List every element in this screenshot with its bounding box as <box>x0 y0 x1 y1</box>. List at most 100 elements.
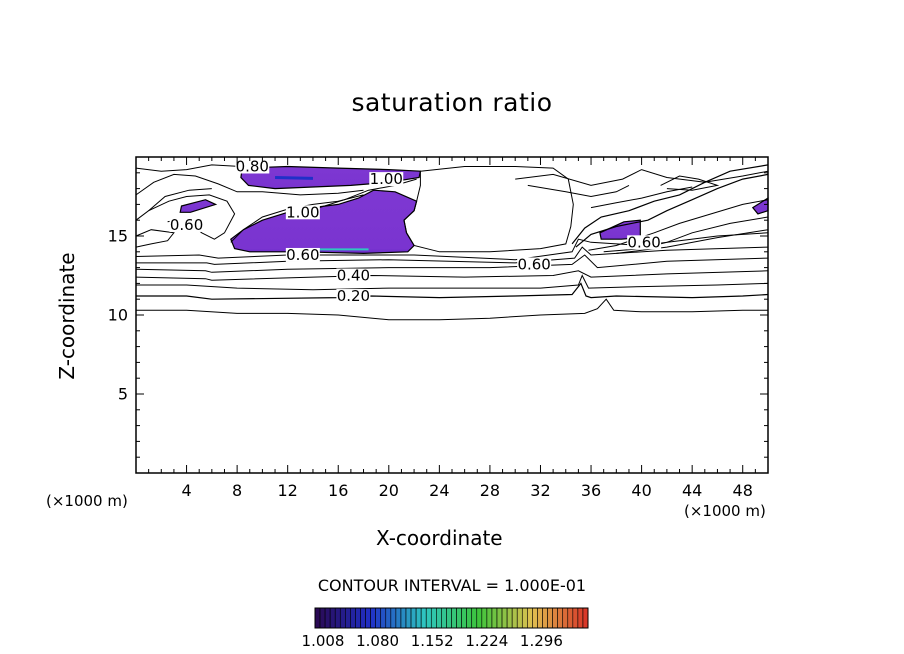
contour-label: 0.60 <box>170 216 203 234</box>
x-axis-label: X-coordinate <box>376 526 503 550</box>
colorbar-tick-label: 1.296 <box>519 632 563 650</box>
colorbar-swatch <box>324 607 331 629</box>
colorbar-swatch <box>314 607 321 629</box>
colorbar-swatch <box>511 607 518 629</box>
colorbar-swatch <box>375 607 382 629</box>
contour-label-bg <box>336 268 371 283</box>
colorbar-tick-label: 1.224 <box>465 632 509 650</box>
colorbar-swatch <box>400 607 407 629</box>
x-tick-label: 44 <box>681 481 703 500</box>
contour-label: 1.00 <box>370 170 403 188</box>
x-tick-label: 8 <box>232 481 243 500</box>
contour-line <box>136 298 768 321</box>
colorbar-swatch <box>466 607 473 629</box>
colorbar-swatch <box>385 607 392 629</box>
contour-label: 0.60 <box>627 233 660 251</box>
colorbar-swatch <box>334 607 341 629</box>
x-tick-label: 40 <box>631 481 652 500</box>
colorbar-swatch <box>370 607 376 629</box>
x-unit-label-left: (×1000 m) <box>46 492 128 510</box>
colorbar-swatch <box>516 607 523 629</box>
contour-label: 1.00 <box>286 203 319 221</box>
contour-label-bg <box>285 205 320 220</box>
colorbar-frame <box>314 607 589 629</box>
contour-line <box>135 270 769 281</box>
colorbar-swatch <box>562 607 569 629</box>
contour-line <box>135 254 769 273</box>
colorbar-swatch <box>547 607 553 629</box>
colorbar-swatch <box>319 607 326 629</box>
colorbar-swatch <box>395 607 402 629</box>
contour-line <box>136 274 769 291</box>
contour-label-bg <box>627 235 662 250</box>
contour-interval-label: CONTOUR INTERVAL = 1.000E-01 <box>317 576 587 595</box>
x-tick-label: 28 <box>479 481 501 500</box>
colorbar-swatch <box>446 607 452 629</box>
contour-line <box>515 169 769 186</box>
colorbar-swatch <box>345 607 351 629</box>
contour-line <box>148 188 212 212</box>
axis-ticks <box>136 157 768 473</box>
colorbar-tick-label: 1.008 <box>301 632 345 650</box>
colorbar-swatch <box>365 607 371 629</box>
x-tick-label: 4 <box>181 481 192 500</box>
colorbar-swatch <box>339 607 346 629</box>
contour-line <box>135 173 364 196</box>
supersaturated-region <box>179 199 218 213</box>
colorbar-swatch <box>380 607 387 629</box>
contour-label-bg <box>285 247 320 262</box>
colorbar-swatch <box>567 607 574 629</box>
colorbar-swatch <box>350 607 356 629</box>
x-tick-label: 16 <box>328 481 349 500</box>
contour-line <box>135 229 175 248</box>
x-tick-label: 12 <box>277 481 298 500</box>
colorbar-swatch <box>430 607 437 629</box>
contour-label-bg <box>336 289 371 304</box>
contour-line <box>575 173 769 248</box>
colorbar-swatch <box>582 607 589 629</box>
contour-label: 0.80 <box>236 157 269 175</box>
contour-label: 0.20 <box>337 287 370 305</box>
colorbar-swatch <box>557 607 564 629</box>
contour-line <box>527 184 630 198</box>
supersaturated-region <box>230 189 418 255</box>
contour-line <box>136 246 769 265</box>
colorbar-swatch <box>537 607 543 629</box>
colorbar-swatch <box>425 607 432 629</box>
x-tick-label: 20 <box>378 481 399 500</box>
contour-label-bg <box>235 159 270 174</box>
colorbar-swatch <box>496 607 503 629</box>
colorbar-swatch <box>486 607 493 629</box>
colorbar-swatch <box>441 607 447 629</box>
colorbar <box>314 607 589 629</box>
colorbar-swatch <box>360 607 366 629</box>
colorbar-swatch <box>491 607 498 629</box>
y-tick-label: 15 <box>107 226 128 246</box>
y-tick-label: 5 <box>117 384 128 404</box>
colorbar-swatch <box>542 607 548 629</box>
colorbar-swatch <box>415 607 422 629</box>
contour-line <box>135 164 241 172</box>
x-tick-label: 36 <box>580 481 602 500</box>
contour-line <box>590 186 693 209</box>
colorbar-tick-label: 1.152 <box>410 632 454 650</box>
contour-label: 0.60 <box>517 255 550 273</box>
contour-labels: 0.20 0.40 0.60 0.60 0.60 0.60 0.80 1.00 1.00 <box>169 157 662 305</box>
colorbar-swatch <box>451 607 457 629</box>
contour-label: 0.60 <box>286 246 319 264</box>
colorbar-swatch <box>506 607 513 629</box>
y-axis-label: Z-coordinate <box>55 252 79 380</box>
colorbar-swatch <box>420 607 427 629</box>
blue-streak <box>275 176 313 180</box>
contour-line <box>571 164 769 245</box>
contour-label-bg <box>169 217 204 232</box>
colorbar-swatch <box>521 607 528 629</box>
chart-title: saturation ratio <box>351 88 553 117</box>
colorbar-swatch <box>355 607 361 629</box>
x-tick-label: 32 <box>530 481 551 500</box>
colorbar-swatch <box>405 607 412 629</box>
colorbar-swatch <box>461 607 467 629</box>
colorbar-swatch <box>527 607 533 629</box>
contour-line <box>660 175 720 191</box>
contour-line <box>616 229 769 254</box>
